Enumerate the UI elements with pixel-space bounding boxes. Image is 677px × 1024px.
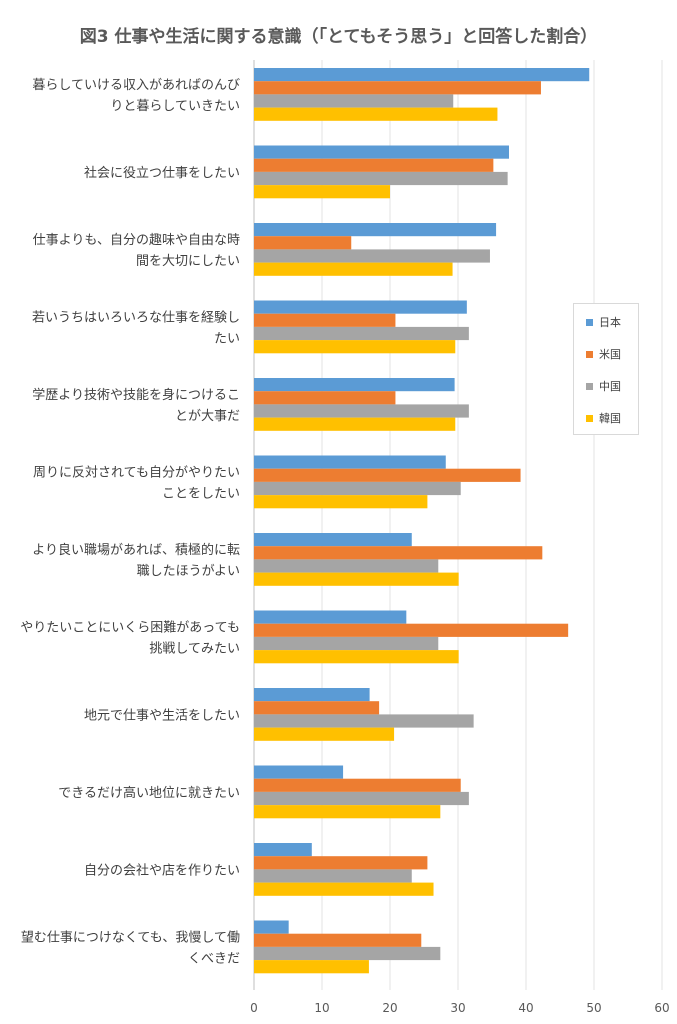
bar-米国-3 xyxy=(254,313,396,327)
x-axis-ticks: 0 10 20 30 40 50 60 xyxy=(250,1001,669,1015)
category-label: やりたいことにいくら困難があっても xyxy=(20,620,240,635)
bar-韓国-11 xyxy=(254,960,369,974)
bar-韓国-8 xyxy=(254,727,395,741)
legend-item-1: 米国 xyxy=(586,346,621,362)
bar-韓国-5 xyxy=(254,495,428,509)
bar-日本-11 xyxy=(254,920,289,934)
legend-swatch xyxy=(586,414,593,422)
legend: 日本 米国 中国 韓国 xyxy=(573,303,639,435)
category-label: 地元で仕事や生活をしたい xyxy=(84,708,240,723)
bar-日本-7 xyxy=(254,610,407,624)
bar-韓国-2 xyxy=(254,262,453,276)
chart-title: 図3 仕事や生活に関する意識（「とてもそう思う」と回答した割合） xyxy=(79,27,598,47)
category-label: 望む仕事につけなくても、我慢して働 xyxy=(21,929,240,945)
legend-swatch xyxy=(586,318,593,326)
bar-米国-0 xyxy=(254,81,541,95)
bar-中国-3 xyxy=(254,326,469,341)
x-tick-label: 0 xyxy=(250,1001,258,1015)
bar-日本-3 xyxy=(254,300,467,314)
category-label: 若いうちはいろいろな仕事を経験し xyxy=(32,309,240,325)
category-label: より良い職場があれば、積極的に転 xyxy=(32,542,240,558)
bar-米国-8 xyxy=(254,701,380,715)
legend-label: 日本 xyxy=(599,316,621,329)
bar-米国-5 xyxy=(254,468,521,482)
bar-中国-2 xyxy=(254,249,490,263)
bar-米国-9 xyxy=(254,778,461,792)
x-tick-label: 30 xyxy=(450,1001,465,1015)
bar-日本-5 xyxy=(254,455,446,469)
category-label: ことをしたい xyxy=(162,486,240,501)
bar-韓国-9 xyxy=(254,805,441,819)
category-label: くべきだ xyxy=(188,951,240,966)
bar-韓国-0 xyxy=(254,107,498,121)
bar-韓国-6 xyxy=(254,572,459,586)
legend-item-0: 日本 xyxy=(586,314,621,330)
category-label: りと暮らしていきたい xyxy=(110,99,240,114)
bar-中国-4 xyxy=(254,404,469,418)
bar-韓国-3 xyxy=(254,340,456,354)
legend-item-3: 韓国 xyxy=(586,410,621,426)
category-label: 社会に役立つ仕事をしたい xyxy=(84,165,240,181)
category-label: 職したほうがよい xyxy=(137,564,240,579)
bar-日本-1 xyxy=(254,145,509,159)
category-labels: 暮らしていける収入があればのんびりと暮らしていきたい社会に役立つ仕事をしたい仕事… xyxy=(20,78,240,967)
bar-中国-10 xyxy=(254,869,412,883)
x-tick-label: 40 xyxy=(518,1001,533,1015)
bar-日本-10 xyxy=(254,843,312,857)
bar-米国-1 xyxy=(254,158,494,172)
bar-日本-2 xyxy=(254,223,497,237)
legend-label: 中国 xyxy=(599,380,621,393)
bar-韓国-4 xyxy=(254,417,456,431)
bar-中国-5 xyxy=(254,481,461,496)
category-label: 自分の会社や店を作りたい xyxy=(84,862,240,878)
bar-中国-11 xyxy=(254,946,441,961)
category-label: できるだけ高い地位に就きたい xyxy=(58,785,240,801)
bar-中国-9 xyxy=(254,791,469,806)
category-label: 仕事よりも、自分の趣味や自由な時 xyxy=(33,233,240,248)
bar-日本-8 xyxy=(254,688,370,702)
x-tick-label: 50 xyxy=(586,1001,601,1015)
category-label: 挑戦してみたい xyxy=(149,641,240,656)
gridlines xyxy=(253,60,663,990)
bar-韓国-10 xyxy=(254,882,434,896)
bar-韓国-7 xyxy=(254,650,459,664)
bars xyxy=(254,68,590,974)
bar-米国-2 xyxy=(254,236,352,250)
legend-swatch xyxy=(586,382,593,390)
x-tick-label: 10 xyxy=(314,1001,329,1015)
bar-中国-1 xyxy=(254,171,508,186)
bar-米国-6 xyxy=(254,546,543,560)
bar-米国-11 xyxy=(254,933,422,947)
bar-日本-9 xyxy=(254,765,344,779)
category-label: 暮らしていける収入があればのんび xyxy=(32,78,240,93)
bar-中国-8 xyxy=(254,714,474,728)
category-label: 周りに反対されても自分がやりたい xyxy=(33,465,240,480)
legend-swatch xyxy=(586,350,593,358)
bar-中国-7 xyxy=(254,636,439,651)
bar-韓国-1 xyxy=(254,185,390,199)
category-label: 学歴より技術や技能を身につけるこ xyxy=(32,387,240,403)
x-tick-label: 60 xyxy=(654,1001,669,1015)
bar-日本-4 xyxy=(254,378,455,392)
bar-日本-6 xyxy=(254,533,412,547)
x-tick-label: 20 xyxy=(382,1001,397,1015)
bar-米国-4 xyxy=(254,391,396,405)
legend-item-2: 中国 xyxy=(586,378,621,394)
bar-米国-7 xyxy=(254,623,569,637)
category-label: とが大事だ xyxy=(175,409,240,424)
bar-中国-6 xyxy=(254,559,439,573)
legend-label: 韓国 xyxy=(599,412,621,425)
category-label: 間を大切にしたい xyxy=(136,254,240,269)
bar-米国-10 xyxy=(254,856,428,870)
bar-中国-0 xyxy=(254,94,454,108)
legend-label: 米国 xyxy=(599,348,621,361)
category-label: たい xyxy=(214,331,240,346)
bar-日本-0 xyxy=(254,68,590,82)
